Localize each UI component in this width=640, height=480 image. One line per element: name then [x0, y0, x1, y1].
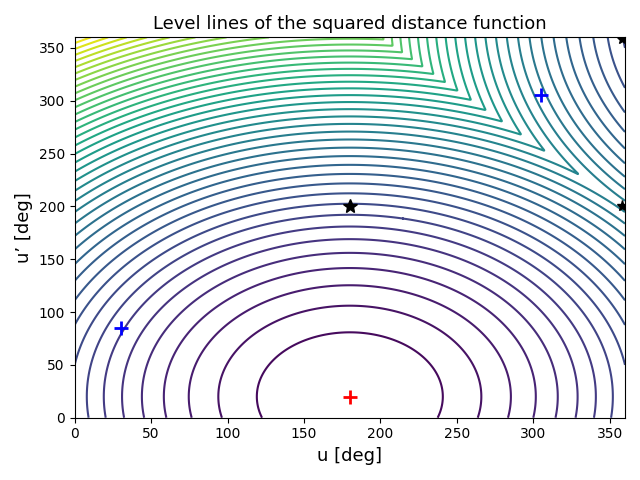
- X-axis label: u [deg]: u [deg]: [317, 447, 382, 465]
- Y-axis label: u’ [deg]: u’ [deg]: [15, 192, 33, 263]
- Title: Level lines of the squared distance function: Level lines of the squared distance func…: [153, 15, 547, 33]
